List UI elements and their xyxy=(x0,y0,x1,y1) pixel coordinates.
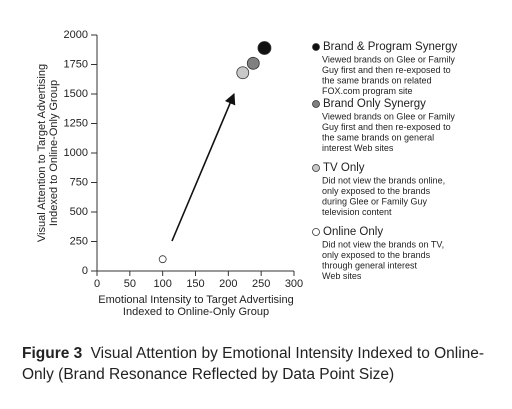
chart: 0 250 500 750 1000 1250 1500 1750 2000 0 50 100 150 2… xyxy=(36,29,458,318)
legend-description: Web sites xyxy=(322,271,362,281)
y-tick-label: 500 xyxy=(70,206,88,218)
y-tick-label: 1250 xyxy=(64,117,88,129)
y-tick-label: 250 xyxy=(70,235,88,247)
data-point xyxy=(236,66,250,80)
legend-marker xyxy=(312,228,320,236)
trend-arrow xyxy=(171,92,236,242)
legend-label: Online Only xyxy=(323,226,383,238)
legend-description: the same brands on related xyxy=(322,75,432,85)
legend-description: Did not view the brands on TV, xyxy=(322,239,444,249)
caption: Figure 3 Visual Attention by Emotional I… xyxy=(22,343,492,385)
legend-label: TV Only xyxy=(323,162,365,174)
data-point xyxy=(257,41,272,55)
y-tick-label: 0 xyxy=(82,265,88,277)
caption-label: Figure 3 xyxy=(22,345,83,362)
y-tick-label: 1500 xyxy=(64,88,88,100)
x-tick-label: 250 xyxy=(252,278,270,290)
data-point xyxy=(158,255,167,264)
legend-description: through general interest xyxy=(322,260,418,270)
legend-description: only exposed to the brands xyxy=(322,250,431,260)
legend-description: only exposed to the brands xyxy=(322,186,431,196)
legend-description: the same brands on general xyxy=(322,132,434,142)
legend-description: Guy first and then re-exposed to xyxy=(322,65,451,75)
legend-description: FOX.com program site xyxy=(322,86,413,96)
x-axis-label: Indexed to Online-Only Group xyxy=(123,306,269,318)
legend-marker xyxy=(312,100,320,108)
legend-marker xyxy=(312,43,320,51)
y-tick-label: 1750 xyxy=(64,58,88,70)
legend-label: Brand & Program Synergy xyxy=(323,41,457,53)
legend-description: interest Web sites xyxy=(322,143,394,153)
legend-label: Brand Only Synergy xyxy=(323,98,426,110)
legend-description: television content xyxy=(322,207,392,217)
data-point xyxy=(246,56,260,70)
y-axis-label: Visual Attention to Target Advertising xyxy=(36,64,48,242)
legend-description: Viewed brands on Glee or Family xyxy=(322,111,455,121)
y-tick-label: 1000 xyxy=(64,147,88,159)
x-axis-label: Emotional Intensity to Target Advertisin… xyxy=(98,294,293,306)
x-tick-label: 200 xyxy=(219,278,237,290)
y-tick-label: 2000 xyxy=(64,29,88,41)
x-tick-label: 300 xyxy=(285,278,303,290)
legend-description: Viewed brands on Glee or Family xyxy=(322,54,455,64)
x-tick-label: 100 xyxy=(153,278,171,290)
legend-marker xyxy=(312,164,320,172)
legend-description: during Glee or Family Guy xyxy=(322,196,428,206)
x-tick-label: 150 xyxy=(186,278,204,290)
caption-text: Visual Attention by Emotional Intensity … xyxy=(22,345,485,383)
legend-description: Guy first and then re-exposed to xyxy=(322,122,451,132)
legend-description: Did not view the brands online, xyxy=(322,175,445,185)
x-tick-label: 50 xyxy=(124,278,136,290)
y-tick-label: 750 xyxy=(70,176,88,188)
y-axis-label: Indexed to Online-Only Group xyxy=(48,80,60,226)
x-tick-label: 0 xyxy=(94,278,100,290)
